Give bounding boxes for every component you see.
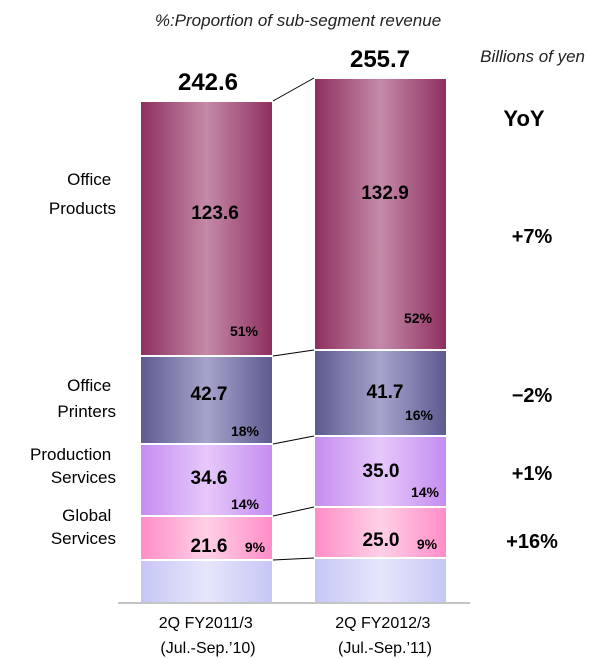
bar-fy2011-global-services	[139, 515, 274, 561]
total-label-fy2012: 255.7	[350, 46, 410, 73]
connector-global	[272, 557, 315, 561]
value-label-fy2012-office-printers: 41.7	[367, 382, 404, 403]
yoy-label-production-services: +1%	[512, 463, 553, 485]
value-label-fy2011-office-printers: 42.7	[191, 384, 228, 405]
segment-label-office-products: Office Products	[49, 170, 116, 218]
share-label-fy2011-production-services: 14%	[231, 496, 260, 512]
unit-note: Billions of yen	[480, 47, 585, 66]
yoy-label-global-services: +16%	[506, 531, 558, 553]
category-label-fy2011: 2Q FY2011/3 (Jul.-Sep.’10)	[159, 615, 257, 657]
bar-fy2012-office-printers	[313, 349, 448, 437]
bar-fy2011-office-products	[139, 100, 274, 357]
segment-label-global-services: Global Services	[51, 506, 116, 548]
bar-fy2012-production-services	[313, 435, 448, 508]
share-label-fy2011-global-services: 9%	[245, 539, 266, 555]
connector-office-printers	[272, 435, 315, 445]
proportion-note: %:Proportion of sub-segment revenue	[155, 11, 441, 30]
value-label-fy2012-production-services: 35.0	[363, 461, 400, 482]
value-label-fy2012-global-services: 25.0	[363, 530, 400, 551]
share-label-fy2012-production-services: 14%	[411, 484, 440, 500]
value-label-fy2011-global-services: 21.6	[191, 536, 228, 557]
total-label-fy2011: 242.6	[178, 69, 238, 96]
value-label-fy2011-office-products: 123.6	[191, 203, 239, 224]
bar-fy2011-remainder	[139, 559, 274, 604]
bar-fy2011-production-services	[139, 443, 274, 517]
yoy-header: YoY	[503, 106, 544, 131]
category-label-fy2012: 2Q FY2012/3 (Jul.-Sep.’11)	[335, 615, 435, 657]
value-label-fy2012-office-products: 132.9	[361, 183, 409, 204]
segment-label-production-services: Production Services	[30, 445, 116, 487]
share-label-fy2011-office-printers: 18%	[231, 423, 260, 439]
bar-fy2012-remainder	[313, 557, 448, 604]
bar-fy2012-office-products	[313, 77, 448, 351]
bar-fy2012-global-services	[313, 506, 448, 559]
share-label-fy2012-global-services: 9%	[417, 536, 438, 552]
yoy-label-office-printers: −2%	[512, 385, 553, 407]
connector-production	[272, 506, 315, 517]
share-label-fy2012-office-products: 52%	[404, 310, 433, 326]
yoy-label-office-products: +7%	[512, 226, 553, 248]
segment-label-office-printers: Office Printers	[57, 376, 116, 421]
connector-office-products	[272, 349, 315, 357]
share-label-fy2011-office-products: 51%	[230, 323, 259, 339]
connector-top	[272, 77, 315, 102]
share-label-fy2012-office-printers: 16%	[405, 407, 434, 423]
value-label-fy2011-production-services: 34.6	[191, 468, 228, 489]
